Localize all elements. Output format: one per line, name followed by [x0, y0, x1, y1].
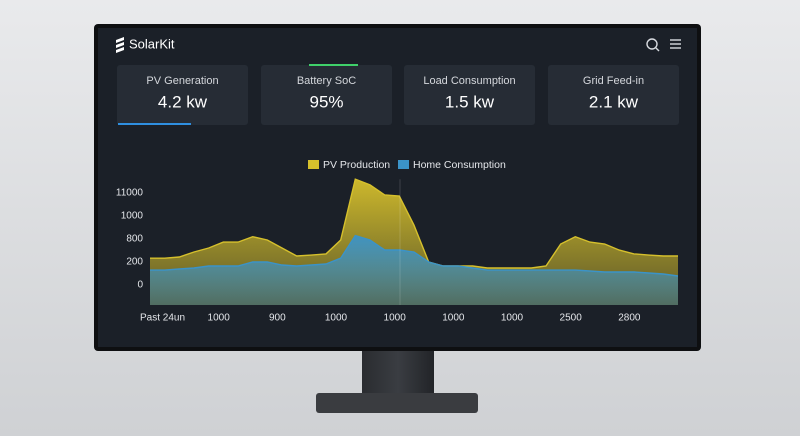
- area-outline: [150, 178, 678, 269]
- legend-swatch: [398, 160, 409, 169]
- card-value: 2.1 kw: [589, 92, 639, 111]
- area: [150, 235, 678, 305]
- active-indicator: [118, 123, 191, 125]
- x-tick-label: Past 24un: [140, 313, 185, 324]
- card-value: 4.2 kw: [158, 92, 208, 111]
- legend-swatch: [308, 160, 319, 169]
- card-label: Battery SoC: [297, 75, 356, 87]
- legend-label: Home Consumption: [413, 159, 506, 171]
- x-tick-label: 1000: [501, 313, 524, 324]
- card-label: PV Generation: [146, 75, 218, 87]
- card-label: Grid Feed-in: [583, 75, 644, 87]
- x-tick-label: 1000: [208, 313, 231, 324]
- plot-area: [150, 178, 678, 305]
- x-tick-label: 1000: [384, 313, 407, 324]
- x-tick-label: 1000: [442, 313, 465, 324]
- menu-button[interactable]: [670, 39, 681, 49]
- y-tick-label: 0: [137, 280, 143, 291]
- brand: SolarKit: [129, 36, 175, 51]
- card: [404, 65, 535, 125]
- stand-base: [316, 393, 478, 413]
- card: [117, 65, 248, 125]
- card-value: 1.5 kw: [445, 92, 495, 111]
- logo-icon: [116, 37, 124, 53]
- x-tick-label: 1000: [325, 313, 348, 324]
- chart: PV Production Home Consumption 0 200 800 1000…: [116, 159, 678, 324]
- logo: [116, 37, 124, 53]
- y-tick-label: 11000: [116, 188, 144, 199]
- legend-label: PV Production: [323, 159, 390, 171]
- x-tick-label: 2800: [618, 313, 641, 324]
- card-label: Load Consumption: [423, 75, 515, 87]
- card-value: 95%: [309, 92, 343, 111]
- cards: PV Generation 4.2 kw Battery SoC 95% Load Co…: [117, 65, 679, 125]
- y-tick-label: 1000: [121, 211, 144, 222]
- search-button[interactable]: [646, 38, 660, 52]
- y-tick-label: 800: [126, 234, 143, 245]
- area-outline: [150, 234, 678, 277]
- y-tick-label: 200: [126, 257, 143, 268]
- x-tick-label: 2500: [560, 313, 583, 324]
- status-indicator: [309, 64, 358, 66]
- x-tick-label: 900: [269, 313, 286, 324]
- stand-neck: [362, 348, 434, 396]
- card: [548, 65, 679, 125]
- card: [261, 65, 392, 125]
